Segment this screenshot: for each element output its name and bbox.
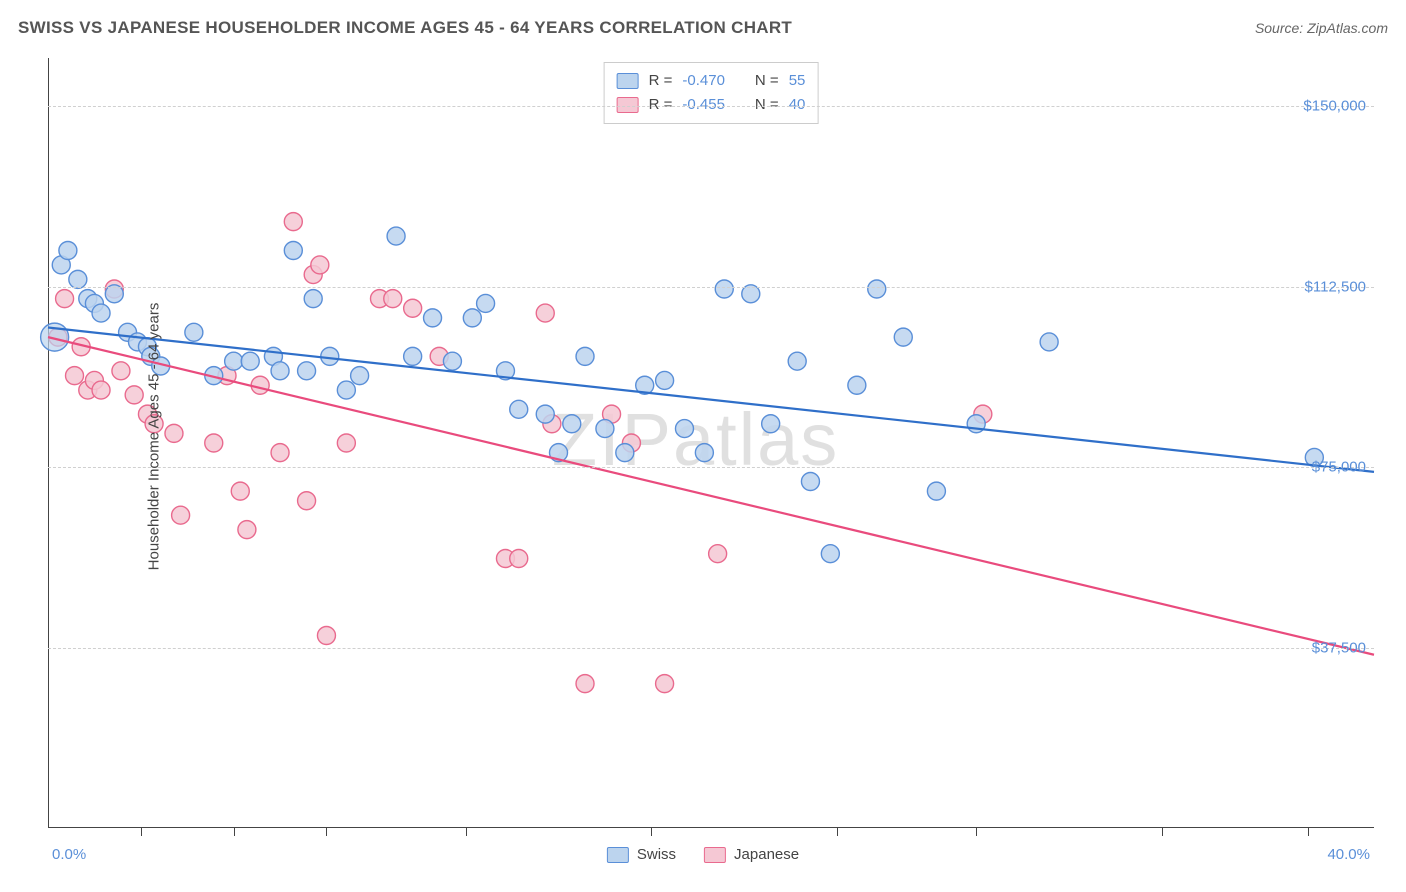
data-point [788,352,806,370]
data-point [284,242,302,260]
legend-chip [704,847,726,863]
source-label: Source: ZipAtlas.com [1255,20,1388,36]
data-point [185,323,203,341]
data-point [92,381,110,399]
data-point [225,352,243,370]
data-point [927,482,945,500]
x-tick [326,828,327,836]
data-point [709,545,727,563]
x-axis-max-label: 40.0% [1327,846,1370,863]
x-tick [466,828,467,836]
data-point [404,347,422,365]
data-point [387,227,405,245]
data-point [238,521,256,539]
data-point [92,304,110,322]
data-point [443,352,461,370]
data-point [284,213,302,231]
y-tick-label: $75,000 [1312,459,1366,476]
data-point [510,550,528,568]
x-tick [837,828,838,836]
data-point [317,627,335,645]
y-tick-label: $150,000 [1303,98,1366,115]
x-tick [141,828,142,836]
series-legend-item: Swiss [607,846,676,863]
data-point [251,376,269,394]
data-point [821,545,839,563]
y-tick-label: $37,500 [1312,639,1366,656]
data-point [404,299,422,317]
data-point [563,415,581,433]
data-point [536,405,554,423]
x-tick [1308,828,1309,836]
plot-area: ZIPatlas R =-0.470N =55R =-0.455N =40 $3… [48,58,1374,828]
x-tick [976,828,977,836]
data-point [205,434,223,452]
x-axis-min-label: 0.0% [52,846,86,863]
gridline [48,648,1374,649]
data-point [762,415,780,433]
data-point [695,444,713,462]
data-point [172,506,190,524]
data-point [848,376,866,394]
data-point [271,362,289,380]
data-point [271,444,289,462]
data-point [675,420,693,438]
data-point [656,371,674,389]
data-point [463,309,481,327]
data-point [125,386,143,404]
data-point [384,290,402,308]
chart-container: SWISS VS JAPANESE HOUSEHOLDER INCOME AGE… [0,0,1406,892]
series-legend-item: Japanese [704,846,799,863]
series-legend-label: Japanese [734,846,799,863]
data-point [596,420,614,438]
data-point [311,256,329,274]
data-point [616,444,634,462]
data-point [321,347,339,365]
data-point [112,362,130,380]
data-point [59,242,77,260]
gridline [48,467,1374,468]
data-point [231,482,249,500]
gridline [48,106,1374,107]
data-point [656,675,674,693]
data-point [165,424,183,442]
data-point [715,280,733,298]
chart-title: SWISS VS JAPANESE HOUSEHOLDER INCOME AGE… [18,18,792,38]
data-point [337,381,355,399]
data-point [241,352,259,370]
data-point [801,473,819,491]
scatter-svg [48,58,1374,828]
data-point [576,675,594,693]
x-tick [651,828,652,836]
series-legend-label: Swiss [637,846,676,863]
legend-chip [607,847,629,863]
series-legend: Swiss Japanese [607,846,799,863]
data-point [298,492,316,510]
data-point [298,362,316,380]
data-point [304,290,322,308]
y-axis-title: Householder Income Ages 45 - 64 years [145,302,162,570]
x-tick [1162,828,1163,836]
data-point [56,290,74,308]
x-tick [234,828,235,836]
data-point [868,280,886,298]
title-row: SWISS VS JAPANESE HOUSEHOLDER INCOME AGE… [18,18,1388,38]
data-point [477,294,495,312]
y-tick-label: $112,500 [1305,278,1366,295]
data-point [536,304,554,322]
data-point [894,328,912,346]
gridline [48,287,1374,288]
data-point [1040,333,1058,351]
data-point [424,309,442,327]
data-point [351,367,369,385]
data-point [66,367,84,385]
data-point [510,400,528,418]
data-point [576,347,594,365]
data-point [337,434,355,452]
